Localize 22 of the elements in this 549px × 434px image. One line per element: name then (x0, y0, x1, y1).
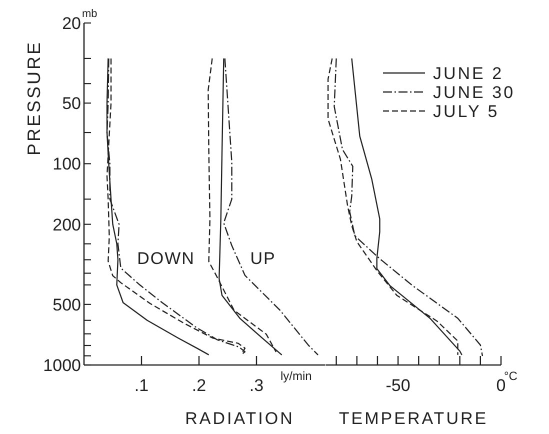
x-tick-label: -50 (386, 376, 410, 395)
y-tick-label: 1000 (43, 356, 81, 375)
legend-label: JUNE 30 (433, 83, 516, 102)
x-tick-label: .1 (134, 376, 149, 395)
y-tick-label: 200 (52, 215, 81, 234)
y-axis-title: PRESSURE (24, 40, 44, 156)
legend-label: JULY 5 (433, 102, 500, 121)
x-axis-title: TEMPERATURE (338, 409, 488, 428)
y-tick-label: 50 (62, 94, 81, 114)
x-tick-label: 0 (496, 376, 506, 395)
text: mb (82, 8, 98, 20)
x-axis-title: RADIATION (185, 409, 294, 428)
y-tick-label: 20 (62, 14, 81, 33)
text: °C (504, 369, 518, 383)
text: ly/min (280, 369, 312, 383)
x-tick-label: .3 (249, 376, 264, 395)
legend-label: JUNE 2 (433, 64, 504, 83)
y-tick-label: 100 (52, 154, 81, 174)
annotation: DOWN (137, 249, 195, 268)
x-tick-label: .2 (192, 376, 206, 395)
annotation: UP (250, 249, 276, 268)
y-tick-label: 500 (52, 295, 81, 314)
